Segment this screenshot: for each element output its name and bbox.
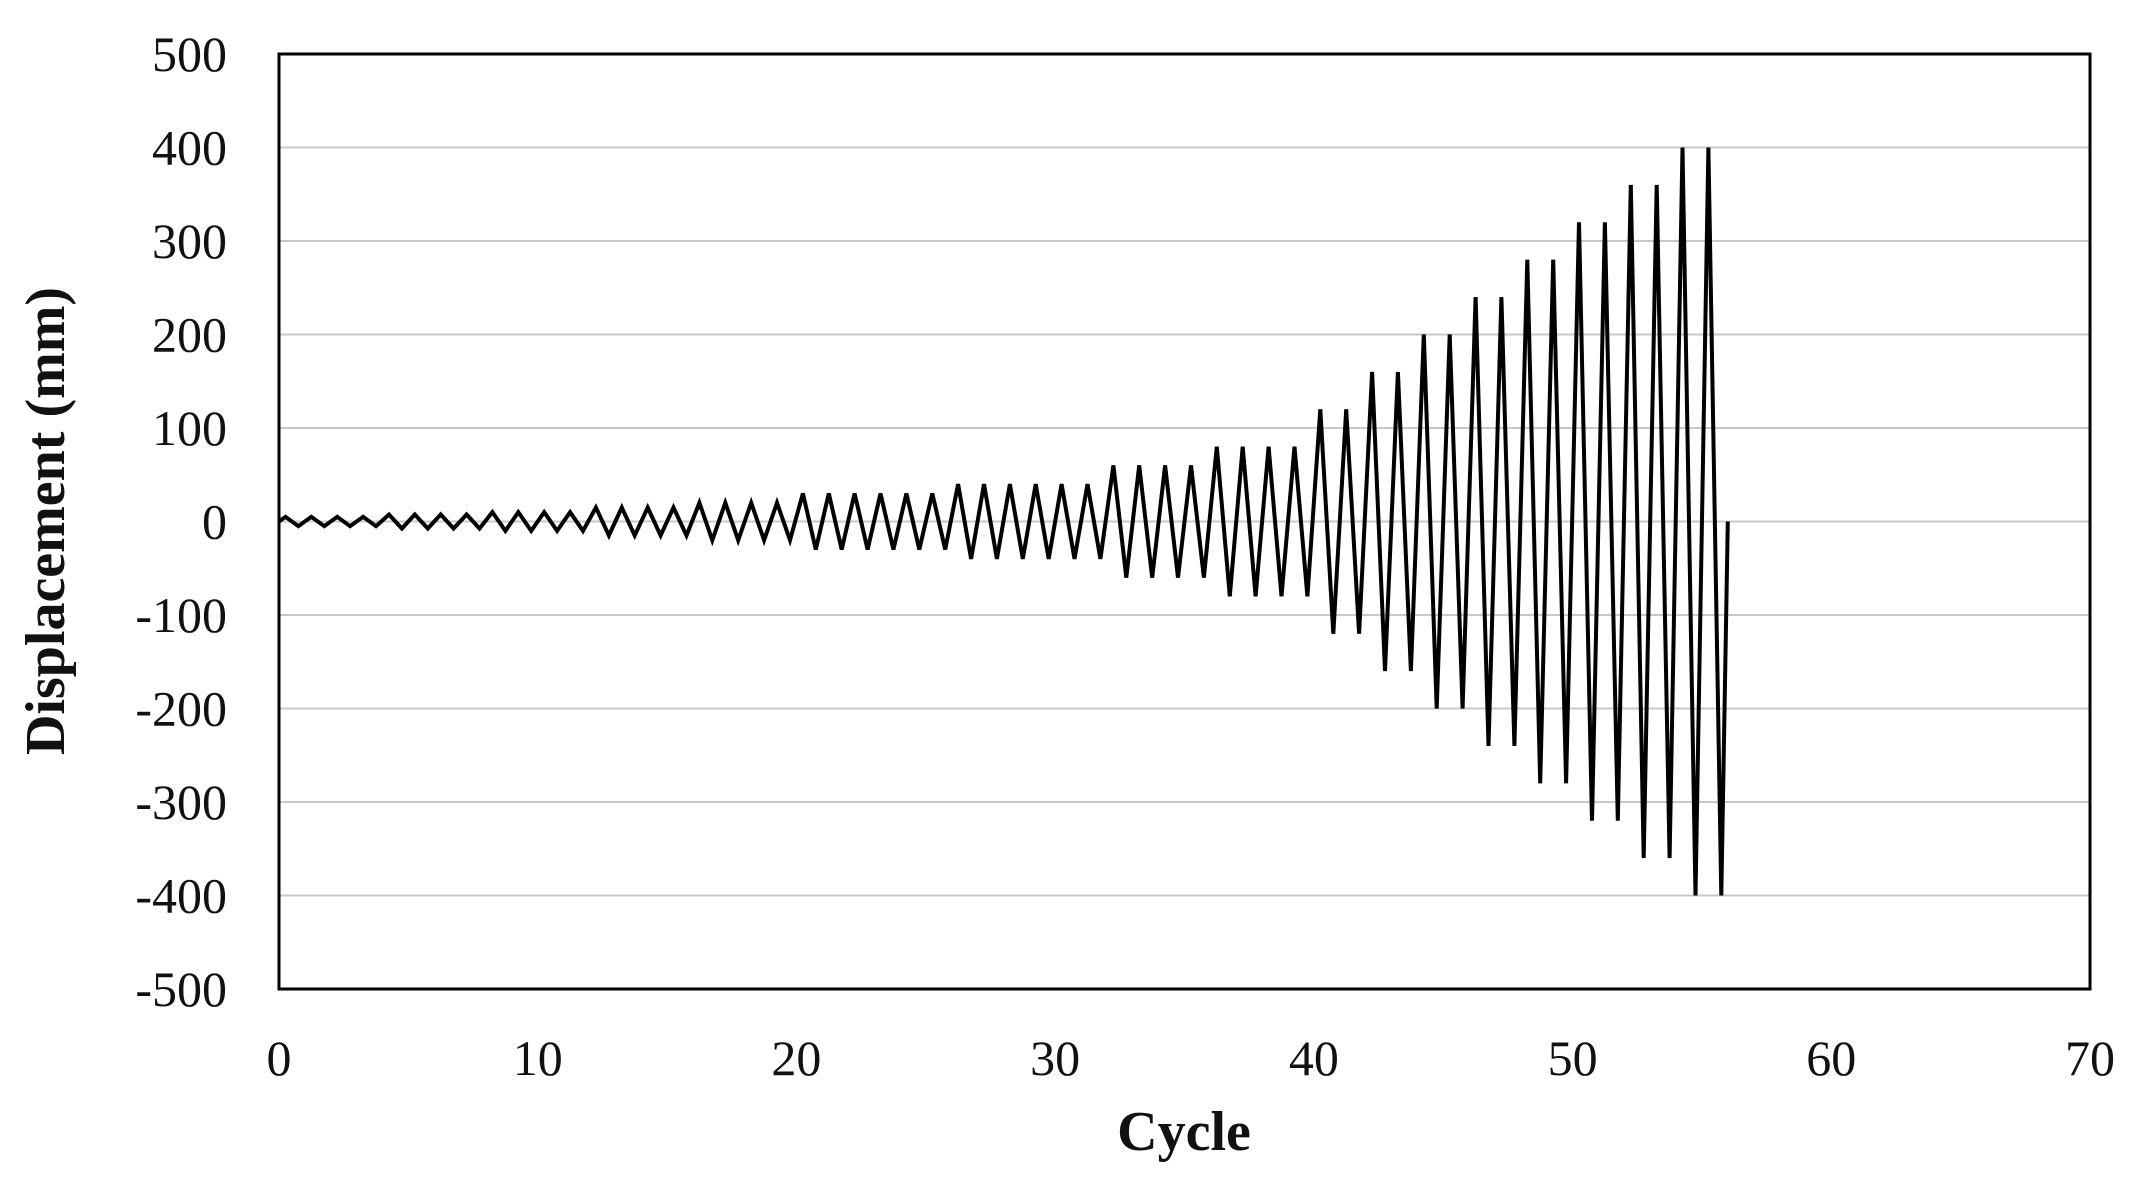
x-tick-label: 60 — [1806, 1030, 1856, 1086]
y-axis-ticks: 500 400 300 200 100 0 -100 -200 -300 -400 -500 — [135, 26, 227, 1017]
y-axis-title: Displacement (mm) — [15, 287, 77, 755]
y-tick-label: -400 — [135, 868, 227, 924]
x-tick-label: 40 — [1289, 1030, 1339, 1086]
y-tick-label: 100 — [152, 400, 227, 456]
x-tick-label: 70 — [2065, 1030, 2115, 1086]
plot-frame — [277, 52, 2092, 991]
y-tick-label: -100 — [135, 587, 227, 643]
x-axis-title: Cycle — [1117, 1101, 1251, 1163]
x-tick-label: 20 — [771, 1030, 821, 1086]
x-axis-ticks: 0 10 20 30 40 50 60 70 — [267, 1030, 2116, 1086]
y-tick-label: -300 — [135, 774, 227, 830]
y-tick-label: 300 — [152, 213, 227, 269]
y-tick-label: 0 — [202, 494, 227, 550]
series-layer — [277, 147, 1730, 896]
displacement-series-line — [277, 147, 1730, 896]
y-tick-label: -200 — [135, 681, 227, 737]
x-tick-label: 10 — [513, 1030, 563, 1086]
x-tick-label: 30 — [1030, 1030, 1080, 1086]
x-tick-label: 0 — [267, 1030, 292, 1086]
y-tick-label: 500 — [152, 26, 227, 82]
y-tick-label: 200 — [152, 307, 227, 363]
y-tick-label: -500 — [135, 961, 227, 1017]
x-tick-label: 50 — [1548, 1030, 1598, 1086]
y-tick-label: 400 — [152, 120, 227, 176]
